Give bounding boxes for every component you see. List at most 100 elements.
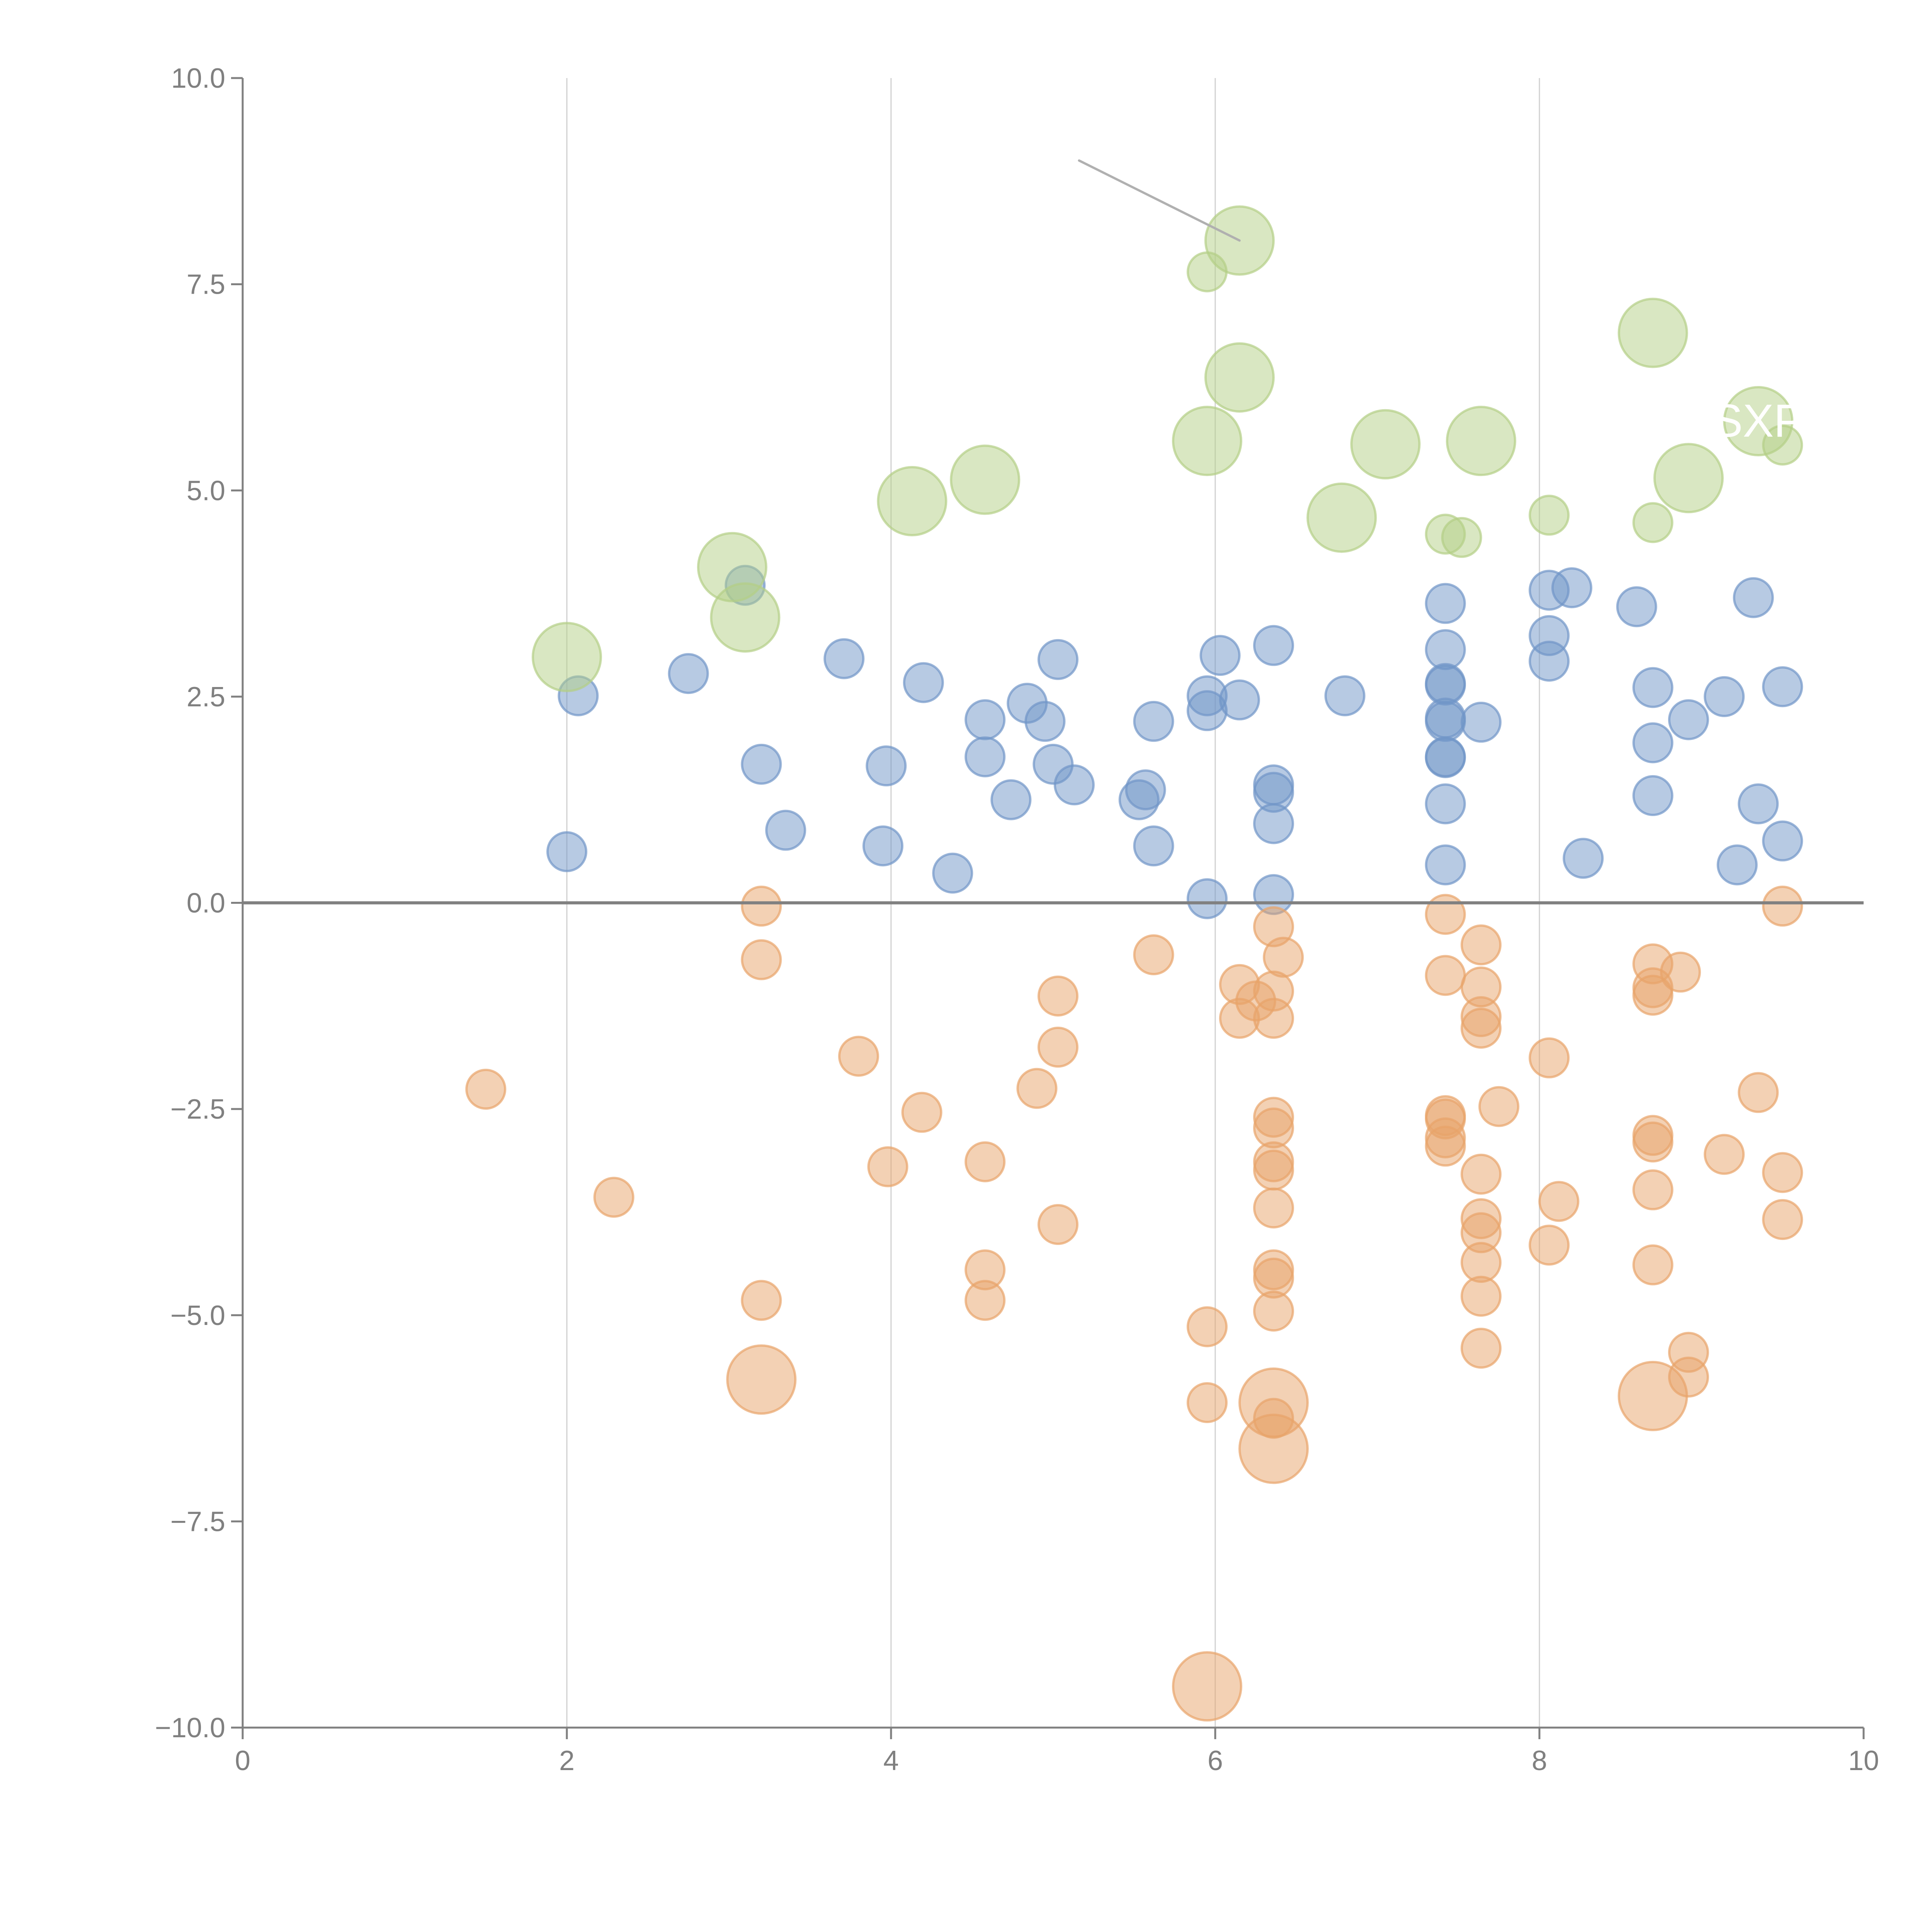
y-tick-label: 5.0	[187, 475, 225, 506]
green-bubble	[1204, 342, 1275, 413]
blue-bubble	[1551, 567, 1592, 609]
blue-bubble	[1024, 701, 1066, 742]
orange-bubble	[1762, 886, 1803, 927]
orange-bubble	[1529, 1225, 1570, 1266]
blue-bubble	[964, 699, 1006, 740]
orange-bubble	[901, 1092, 942, 1133]
orange-bubble	[1632, 1121, 1673, 1163]
orange-bubble	[1253, 1291, 1294, 1332]
x-tick-label: 8	[1532, 1745, 1547, 1776]
blue-bubble	[1054, 764, 1095, 806]
green-bubble	[1306, 482, 1377, 553]
y-tick-label: −5.0	[170, 1300, 225, 1331]
orange-bubble	[1538, 1181, 1580, 1222]
orange-bubble	[1632, 1244, 1673, 1286]
green-bubble	[877, 466, 947, 536]
blue-bubble	[1762, 820, 1803, 862]
y-tick-label: 2.5	[187, 682, 225, 713]
orange-bubble	[1037, 1204, 1079, 1245]
orange-bubble	[1460, 1007, 1502, 1049]
orange-bubble	[1460, 1153, 1502, 1195]
y-tick-label: −10.0	[155, 1713, 225, 1743]
blue-bubble	[1425, 737, 1466, 778]
leader-line	[1078, 159, 1241, 242]
blue-bubble	[668, 653, 709, 694]
green-bubble	[1653, 443, 1724, 514]
orange-bubble	[1253, 1187, 1294, 1229]
blue-bubble	[1632, 667, 1673, 708]
orange-large-bubble	[1238, 1413, 1309, 1484]
orange-bubble	[1632, 975, 1673, 1016]
blue-bubble	[1133, 825, 1174, 867]
blue-bubble	[765, 810, 806, 851]
orange-bubble	[1738, 1072, 1779, 1113]
orange-bubble	[593, 1177, 634, 1218]
orange-bubble	[1632, 1169, 1673, 1211]
orange-bubble	[964, 1141, 1006, 1182]
orange-bubble	[741, 939, 782, 980]
y-axis-ticks: −10.0 −7.5 −5.0 −2.5 0.0 2.5 5.0 7.5 10.0	[155, 63, 243, 1743]
green-small-bubble	[1632, 502, 1673, 543]
blue-bubble	[546, 831, 587, 872]
orange-bubble	[1762, 1152, 1803, 1193]
blue-bubble	[1632, 722, 1673, 764]
orange-bubble	[1253, 1150, 1294, 1191]
orange-bubble	[867, 1146, 908, 1187]
blue-bubble	[1425, 783, 1466, 825]
orange-bubble	[1263, 937, 1304, 978]
orange-bubble	[1460, 1276, 1502, 1317]
x-axis-ticks: 0 2 4 6 8 10	[235, 1728, 1879, 1776]
y-tick-label: −2.5	[170, 1094, 225, 1125]
blue-bubble	[1716, 844, 1758, 886]
orange-large-bubble	[1172, 1651, 1243, 1722]
orange-bubble	[1762, 1199, 1803, 1240]
blue-bubble	[1425, 844, 1466, 886]
blue-bubble	[1616, 586, 1657, 628]
blue-bubble	[990, 779, 1032, 820]
green-small-bubble	[1762, 424, 1803, 466]
orange-bubble	[1425, 894, 1466, 935]
green-bubble	[1617, 298, 1688, 368]
blue-bubble	[932, 852, 973, 894]
orange-bubble	[1529, 1037, 1570, 1078]
blue-bubble	[1733, 577, 1774, 618]
blue-bubble	[1460, 702, 1502, 743]
blue-bubble	[823, 638, 865, 679]
orange-bubble	[1016, 1068, 1058, 1109]
y-tick-label: 0.0	[187, 888, 225, 919]
orange-bubble	[741, 1280, 782, 1321]
orange-bubble	[1253, 998, 1294, 1039]
green-small-bubble	[1529, 495, 1570, 536]
orange-bubble	[1037, 1027, 1079, 1068]
orange-bubble	[1133, 934, 1174, 975]
x-tick-label: 2	[559, 1745, 575, 1776]
orange-bubble	[1187, 1382, 1228, 1423]
y-tick-label: 7.5	[187, 269, 225, 300]
blue-bubble	[862, 825, 904, 867]
blue-bubble	[1632, 775, 1673, 816]
y-tick-label: 10.0	[171, 63, 225, 94]
blue-bubble	[1199, 635, 1241, 676]
bubbles	[465, 205, 1803, 1722]
green-bubble	[532, 622, 602, 692]
blue-bubble	[903, 662, 944, 703]
x-tick-label: 4	[883, 1745, 899, 1776]
orange-bubble	[1478, 1086, 1520, 1127]
y-tick-label: −7.5	[170, 1506, 225, 1537]
bubble-annotation: SXP	[1712, 395, 1804, 447]
green-bubble	[1350, 409, 1421, 480]
blue-bubble	[1219, 679, 1260, 721]
blue-bubble	[1529, 641, 1570, 682]
orange-bubble	[1187, 1306, 1228, 1347]
x-tick-label: 10	[1848, 1745, 1879, 1776]
blue-bubble	[1324, 675, 1366, 716]
green-small-bubble	[1187, 251, 1228, 293]
blue-bubble	[1704, 676, 1745, 717]
blue-bubble	[1563, 838, 1604, 879]
blue-bubble	[964, 736, 1006, 777]
x-tick-label: 0	[235, 1745, 250, 1776]
blue-bubble	[1253, 803, 1294, 844]
blue-bubble	[1668, 699, 1709, 740]
x-tick-label: 6	[1208, 1745, 1223, 1776]
